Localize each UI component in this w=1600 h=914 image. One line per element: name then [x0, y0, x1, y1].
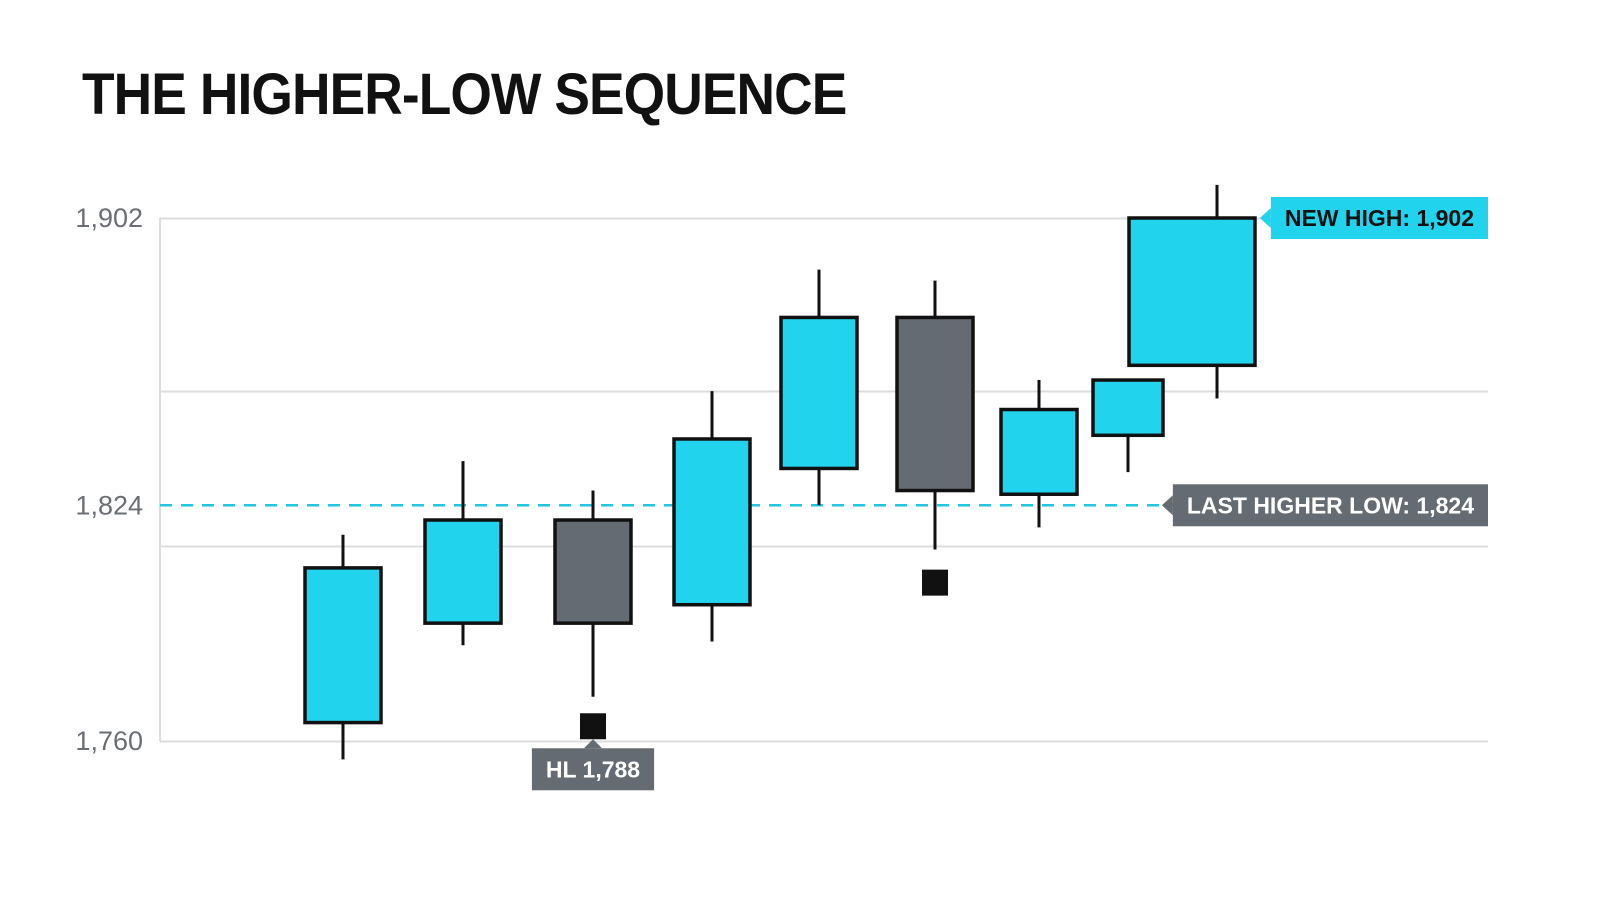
candle	[303, 534, 383, 760]
callout-label: NEW HIGH: 1,902	[1285, 205, 1474, 231]
candle-body	[553, 518, 633, 625]
swing-low-marker	[922, 569, 948, 596]
candle	[999, 380, 1079, 528]
callout-box	[1172, 484, 1488, 527]
callout-pointer	[584, 739, 602, 749]
candle-body	[779, 315, 859, 471]
candle	[895, 280, 975, 550]
callout-pointer	[1161, 495, 1173, 516]
candle-body	[672, 437, 752, 607]
swing-markers	[580, 569, 948, 740]
y-tick-label: 1,902	[75, 203, 143, 233]
higher-low-callout: LAST HIGHER LOW: 1,824	[1161, 484, 1488, 527]
candle	[672, 391, 752, 642]
y-tick-label: 1,760	[75, 726, 143, 756]
swing-low-marker	[580, 713, 606, 740]
callout-box	[1270, 197, 1488, 239]
candle-body	[999, 407, 1079, 496]
callout-label: LAST HIGHER LOW: 1,824	[1187, 492, 1474, 518]
candles	[303, 184, 1257, 760]
callout-label: HL 1,788	[546, 756, 640, 782]
annotations: NEW HIGH: 1,902 LAST HIGHER LOW: 1,824 HL …	[531, 197, 1488, 791]
y-tick-label: 1,824	[75, 490, 143, 520]
candle-body	[303, 566, 383, 725]
candle	[1127, 184, 1257, 399]
new-high-callout: NEW HIGH: 1,902	[1259, 197, 1488, 239]
chart-title: THE HIGHER-LOW SEQUENCE	[82, 62, 847, 127]
candle	[1091, 378, 1165, 473]
candle-body	[1091, 378, 1165, 438]
higher-low-callout: HL 1,788	[531, 739, 655, 791]
candle	[553, 490, 633, 697]
y-axis-ticks: 1,902 1,824 1,760	[75, 203, 143, 756]
callout-pointer	[1259, 208, 1271, 228]
candle	[423, 461, 503, 646]
candle-body	[423, 518, 503, 625]
candle-body	[895, 315, 975, 493]
callout-box	[531, 748, 655, 791]
candle	[779, 269, 859, 506]
candle-body	[1127, 216, 1257, 368]
